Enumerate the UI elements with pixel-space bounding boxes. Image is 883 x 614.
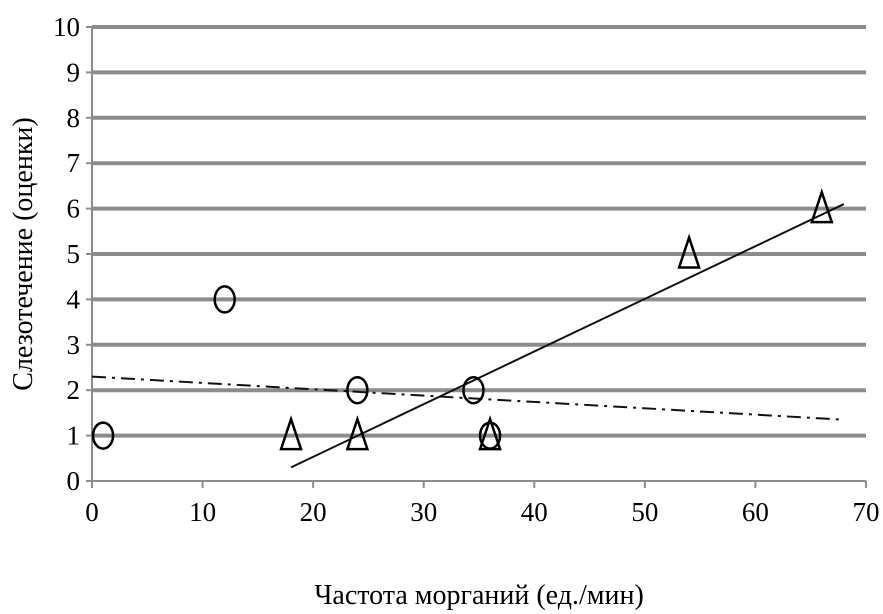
y-tick-label-8: 8: [67, 103, 81, 133]
x-tick-label-70: 70: [853, 497, 880, 527]
y-tick-label-5: 5: [67, 239, 81, 269]
y-tick-label-10: 10: [53, 12, 80, 42]
triangle-point-4: [810, 188, 834, 224]
circle-point-3: [462, 375, 485, 405]
y-tick-label-6: 6: [67, 194, 81, 224]
y-tick-label-1: 1: [67, 421, 81, 451]
tick-labels: 0 1 2 3 4 5 6 7 8 9 10 0 10 20 30 40 50 60 70: [53, 12, 880, 527]
x-tick-label-30: 30: [410, 497, 437, 527]
circle-point-1: [213, 285, 236, 314]
trendlines: [91, 203, 845, 469]
axes: [86, 26, 867, 488]
triangle-point-2: [478, 415, 502, 451]
trendline-circle: [91, 375, 844, 421]
trendline-triangle: [290, 203, 845, 469]
circle-point-0: [91, 421, 115, 450]
triangle-point-0: [279, 415, 303, 451]
x-tick-label-50: 50: [631, 497, 658, 527]
x-tick-label-40: 40: [521, 497, 548, 527]
triangle-point-3: [677, 233, 701, 269]
triangle-point-1: [345, 415, 370, 451]
x-axis-title: Частота морганий (ед./мин): [314, 580, 644, 611]
y-tick-label-7: 7: [67, 148, 81, 178]
data-markers: [91, 188, 834, 451]
y-tick-label-0: 0: [67, 466, 81, 496]
y-axis-title: Слезотечение (оценки): [8, 117, 39, 390]
x-tick-label-20: 20: [300, 497, 327, 527]
x-tick-label-0: 0: [85, 497, 99, 527]
x-tick-label-10: 10: [189, 497, 216, 527]
y-tick-label-4: 4: [67, 284, 81, 314]
y-tick-label-3: 3: [67, 330, 81, 360]
y-tick-label-9: 9: [67, 57, 81, 87]
x-tick-label-60: 60: [742, 497, 769, 527]
circle-point-2: [346, 375, 369, 405]
y-tick-label-2: 2: [67, 375, 81, 405]
gridlines: [92, 25, 866, 438]
